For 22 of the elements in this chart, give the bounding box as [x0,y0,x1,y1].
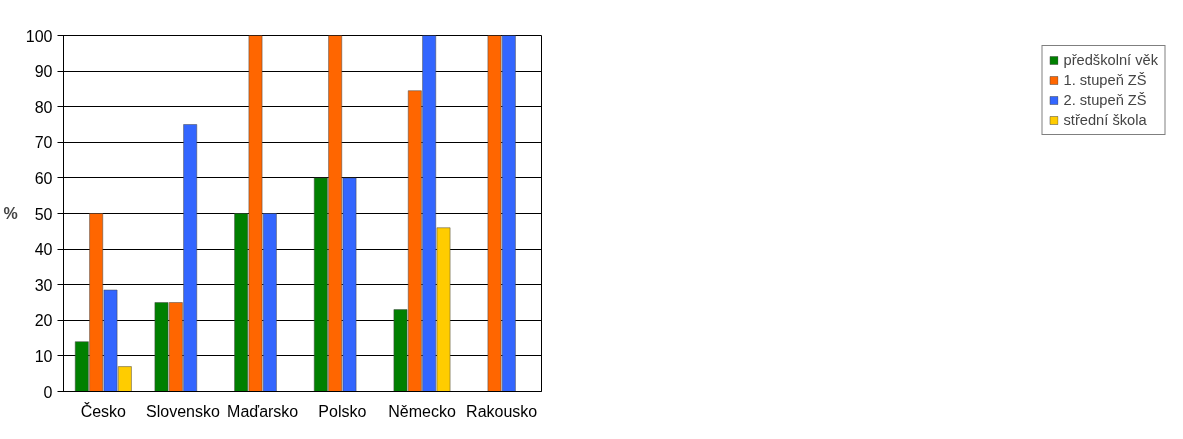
legend-label: 1. stupeň ZŠ [1063,72,1147,88]
x-tick-label: Slovensko [146,402,221,420]
y-axis-title: % [3,205,18,222]
legend-label: 2. stupeň ZŠ [1063,92,1147,108]
y-tick-label: 90 [34,63,53,81]
y-tick-label: 70 [34,134,53,152]
legend-label: střední škola [1063,112,1147,128]
y-tick-label: 60 [34,169,53,187]
y-tick-label: 100 [25,27,53,45]
legend-label: předškolní věk [1063,52,1158,68]
y-tick-label: 50 [34,205,53,223]
x-tick-label: Polsko [318,402,367,420]
y-tick-label: 10 [34,347,53,365]
y-tick-label: 40 [34,241,53,259]
x-tick-label: Česko [80,401,127,420]
x-tick-label: Rakousko [466,402,538,420]
x-tick-label: Německo [388,402,456,420]
x-tick-label: Maďarsko [227,402,299,420]
y-tick-label: 0 [43,383,53,401]
y-tick-label: 80 [34,98,53,116]
y-tick-label: 20 [34,312,53,330]
y-tick-label: 30 [34,276,53,294]
